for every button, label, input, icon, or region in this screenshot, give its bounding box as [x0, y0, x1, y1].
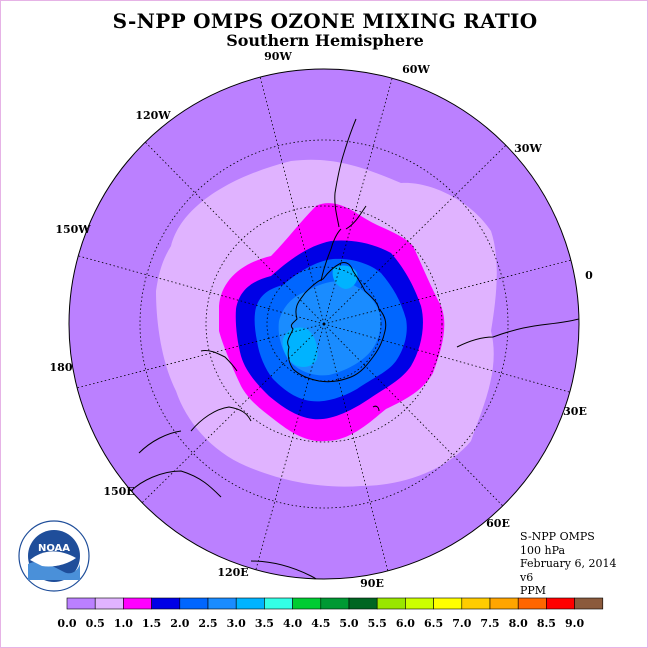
longitude-label: 180 [50, 361, 73, 374]
info-block: S-NPP OMPS 100 hPa February 6, 2014 v6 P… [520, 530, 616, 598]
longitude-label: 150E [103, 485, 134, 498]
australia-coastline [130, 406, 252, 498]
info-date: February 6, 2014 [520, 557, 617, 570]
meridian-line [337, 379, 389, 571]
meridians [77, 77, 571, 571]
meridian-line [323, 323, 339, 380]
meridian-line [364, 144, 507, 285]
longitude-labels: 0 30E 60E 90E 120E 150E 180 150W 120W 90W 60W 30W [50, 50, 594, 590]
africa-coastline [456, 318, 579, 348]
meridian-line [283, 283, 325, 325]
latitude-rings [139, 139, 509, 509]
meridian-line [78, 255, 270, 310]
meridian-line [363, 364, 504, 507]
meridian-line [378, 338, 570, 393]
zone-3.0-3.5 [332, 265, 358, 289]
longitude-label: 0 [585, 269, 593, 282]
meridian-line [255, 378, 310, 570]
indian-ocean-islands [372, 405, 380, 412]
longitude-label: 30E [563, 405, 587, 418]
noaa-logo-text: NOAA [38, 543, 70, 554]
meridian-line [338, 78, 393, 270]
meridian-line [268, 308, 325, 325]
indonesia-coastline [250, 560, 328, 579]
page-subtitle: Southern Hemisphere [226, 31, 424, 50]
info-level: 100 hPa [520, 543, 566, 557]
meridian-line [268, 323, 325, 339]
map-border [68, 68, 580, 580]
info-version: v6 [520, 570, 534, 584]
meridian-line [323, 268, 340, 325]
longitude-label: 60W [402, 63, 430, 76]
antarctic-peninsula [320, 228, 342, 282]
new-zealand-coastline [200, 350, 238, 372]
antarctica-coastline [287, 262, 387, 383]
meridian-line [323, 283, 365, 325]
info-units: PPM [520, 584, 547, 597]
meridian-line [144, 141, 285, 284]
meridian-line [77, 337, 269, 389]
info-instrument: S-NPP OMPS [520, 530, 595, 543]
page-title: S-NPP OMPS OZONE MIXING RATIO [112, 9, 538, 33]
south-america-coastline [334, 118, 367, 230]
meridian-line [308, 323, 325, 380]
longitude-label: 120W [135, 109, 171, 122]
meridian-line [259, 77, 311, 269]
meridian-line [309, 268, 325, 325]
longitude-label: 90E [360, 577, 384, 590]
meridian-line [283, 323, 325, 365]
meridian-line [323, 309, 380, 325]
longitude-label: 30W [514, 142, 542, 155]
meridian-line [379, 259, 571, 311]
meridian-line [323, 323, 365, 365]
meridian-line [141, 363, 284, 504]
longitude-label: 90W [264, 50, 292, 63]
meridian-line [323, 323, 380, 340]
longitude-label: 120E [217, 566, 248, 579]
longitude-label: 60E [486, 517, 510, 530]
noaa-logo-icon: NOAA [18, 520, 90, 596]
longitude-label: 150W [55, 223, 91, 236]
